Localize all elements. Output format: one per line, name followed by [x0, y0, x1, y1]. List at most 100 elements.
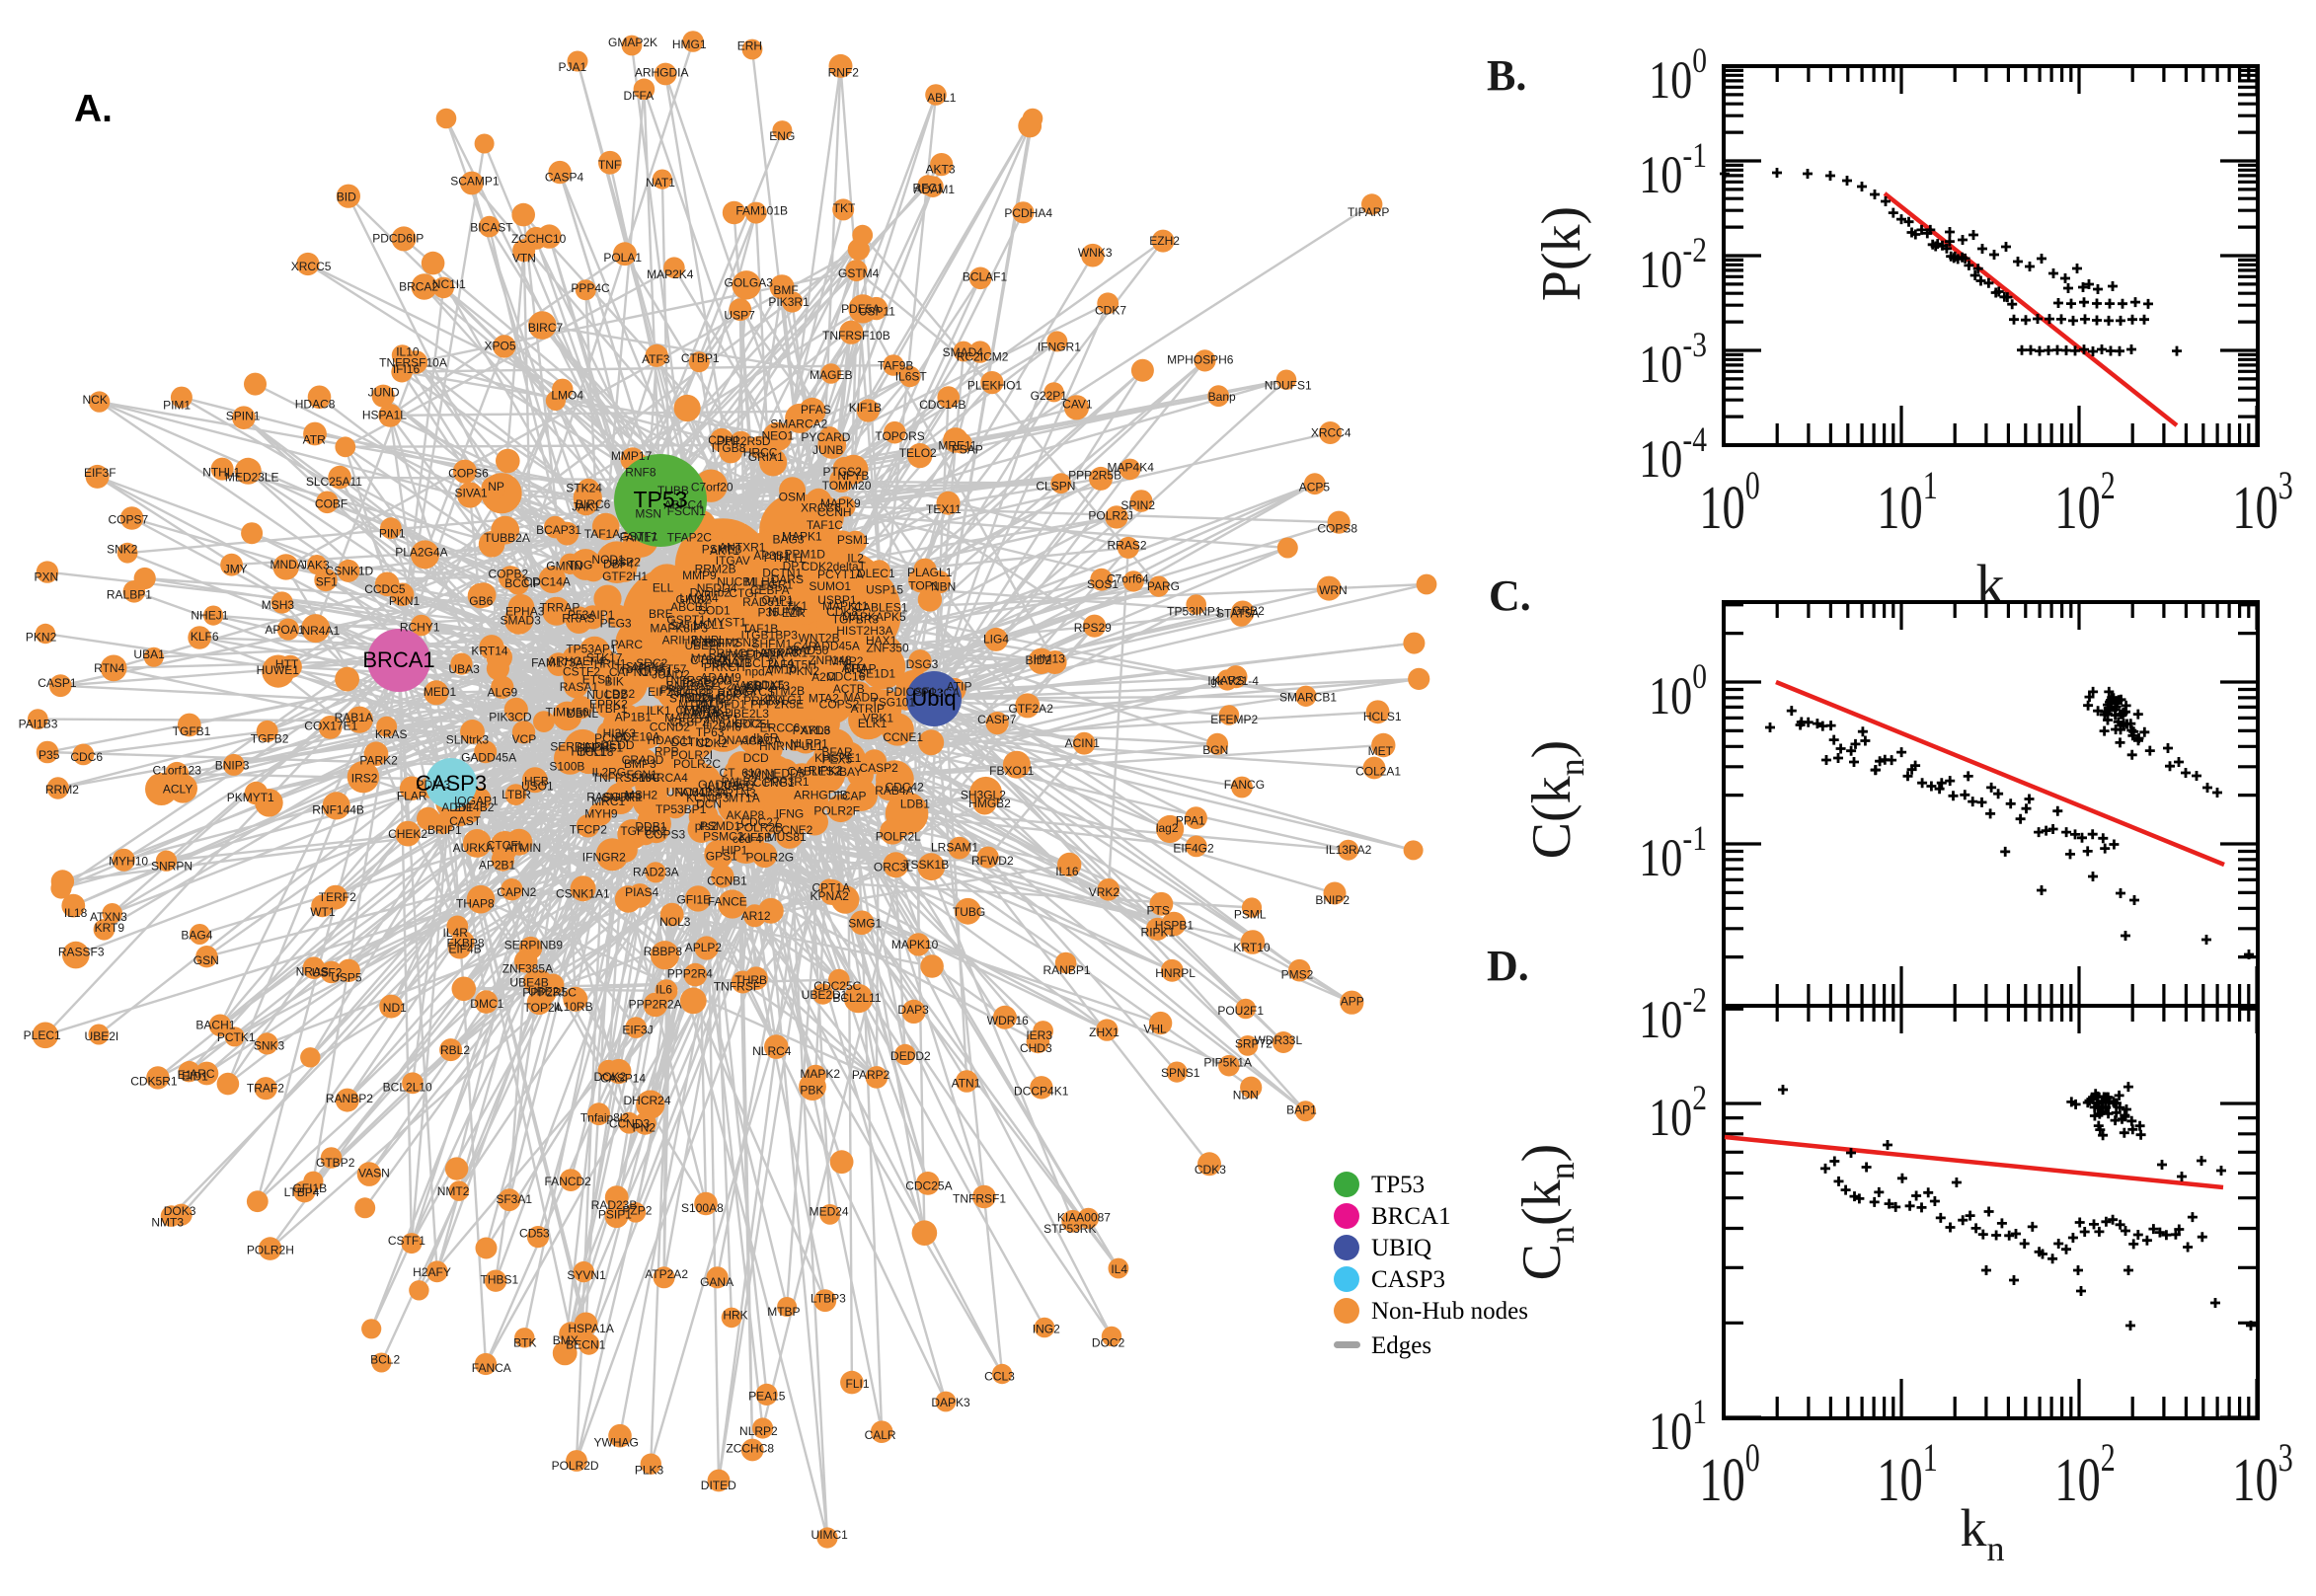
svg-text:k: k	[1976, 553, 2005, 617]
svg-text:OAP1: OAP1	[761, 593, 793, 607]
svg-text:HRCC: HRCC	[743, 445, 778, 459]
svg-text:TOP1: TOP1	[908, 579, 939, 593]
svg-text:SPIN1: SPIN1	[226, 409, 261, 422]
svg-text:DSG3: DSG3	[906, 657, 939, 671]
svg-text:MAPK11: MAPK11	[822, 599, 869, 613]
svg-text:RALBP1: RALBP1	[107, 588, 152, 602]
svg-text:ZCCHC10: ZCCHC10	[511, 232, 567, 246]
svg-text:PPP2R5D: PPP2R5D	[717, 434, 771, 448]
svg-text:PMS2: PMS2	[1281, 968, 1314, 982]
svg-text:CCNE1: CCNE1	[883, 730, 923, 744]
svg-text:SMARCB1: SMARCB1	[1279, 690, 1337, 704]
svg-text:POLR2J: POLR2J	[1088, 508, 1132, 522]
svg-text:KRAS: KRAS	[375, 727, 408, 741]
svg-text:PPP2R2A: PPP2R2A	[629, 997, 682, 1011]
svg-text:PKMYT1: PKMYT1	[227, 791, 274, 804]
svg-text:NOD1: NOD1	[591, 553, 625, 567]
svg-text:AP3B1: AP3B1	[753, 549, 791, 563]
svg-text:NCK: NCK	[83, 393, 108, 407]
svg-text:BTK: BTK	[513, 1336, 536, 1350]
svg-text:MAPKAPK5: MAPKAPK5	[842, 610, 906, 624]
svg-text:RAD23A: RAD23A	[633, 866, 679, 879]
svg-text:BMX: BMX	[553, 1333, 579, 1347]
svg-text:ARC: ARC	[190, 1067, 215, 1081]
svg-text:100: 100	[1649, 657, 1707, 725]
svg-text:MAPK8IP3: MAPK8IP3	[650, 621, 708, 635]
svg-text:LTBP1: LTBP1	[592, 702, 628, 716]
svg-text:DOK2: DOK2	[594, 1070, 627, 1084]
svg-text:E1: E1	[178, 1068, 193, 1082]
svg-text:MSH2: MSH2	[625, 788, 658, 801]
svg-text:NUCB2: NUCB2	[586, 688, 627, 702]
svg-text:TOPORS: TOPORS	[875, 429, 924, 443]
svg-text:IQGAP1: IQGAP1	[454, 795, 499, 808]
svg-text:RASA1: RASA1	[560, 680, 599, 694]
svg-text:CASP3: CASP3	[416, 771, 487, 796]
svg-text:HNRPL: HNRPL	[1155, 966, 1196, 980]
svg-text:SMAD4: SMAD4	[943, 345, 984, 359]
svg-text:P(k): P(k)	[1531, 206, 1592, 301]
svg-text:B.: B.	[1487, 51, 1526, 100]
svg-text:ARHGDIA: ARHGDIA	[635, 66, 689, 80]
svg-text:PDE5A: PDE5A	[841, 302, 880, 316]
svg-text:MAPK10: MAPK10	[891, 938, 939, 951]
svg-text:ADAM1: ADAM1	[914, 183, 956, 196]
svg-text:MAPK9: MAPK9	[820, 496, 861, 510]
svg-text:RRAS2: RRAS2	[1107, 538, 1146, 552]
svg-text:ND1: ND1	[383, 1001, 407, 1015]
svg-text:EPHA3: EPHA3	[505, 605, 545, 619]
svg-text:COPB2: COPB2	[488, 568, 528, 581]
svg-text:DBNL: DBNL	[567, 707, 598, 721]
svg-text:OSM: OSM	[779, 490, 806, 503]
svg-text:HRK: HRK	[723, 1309, 747, 1323]
svg-text:NRAS: NRAS	[296, 965, 329, 979]
svg-text:CCNH: CCNH	[817, 505, 852, 519]
svg-text:KRT10: KRT10	[1233, 941, 1270, 954]
svg-text:ZNF385A: ZNF385A	[502, 961, 553, 975]
svg-text:JAK3: JAK3	[301, 559, 330, 572]
svg-text:TFAP2C: TFAP2C	[667, 531, 713, 545]
svg-text:NMT2: NMT2	[437, 1184, 470, 1198]
svg-text:SAT1: SAT1	[669, 619, 698, 633]
svg-text:KRT2: KRT2	[732, 717, 762, 730]
svg-text:MAP2: MAP2	[664, 711, 697, 724]
svg-text:BCLAF1: BCLAF1	[963, 270, 1008, 284]
svg-text:ATXN3: ATXN3	[90, 910, 127, 924]
svg-text:TIPARP: TIPARP	[1348, 205, 1389, 219]
svg-text:FANCD2: FANCD2	[545, 1175, 592, 1188]
svg-text:PIK3CD: PIK3CD	[489, 711, 532, 724]
svg-text:D.: D.	[1487, 942, 1529, 990]
svg-text:PSML: PSML	[1234, 908, 1267, 922]
svg-text:BICAST: BICAST	[470, 221, 513, 235]
svg-text:TRRAP: TRRAP	[540, 600, 580, 614]
svg-text:PPP2R2B: PPP2R2B	[660, 683, 714, 697]
svg-text:npdA: npdA	[745, 664, 773, 678]
svg-text:GMNN: GMNN	[546, 560, 582, 573]
svg-text:AVEN: AVEN	[730, 681, 761, 695]
svg-text:VRK2: VRK2	[1089, 885, 1120, 899]
svg-text:BNIP2: BNIP2	[705, 636, 739, 649]
svg-text:ADD45A: ADD45A	[813, 639, 860, 652]
svg-text:ING2: ING2	[1033, 1323, 1060, 1336]
svg-text:MAPK2: MAPK2	[800, 1067, 840, 1081]
svg-text:GTBP2: GTBP2	[316, 1156, 355, 1170]
svg-text:USF2: USF2	[312, 965, 343, 979]
svg-text:TUBB2A: TUBB2A	[484, 531, 530, 545]
svg-text:GADD45A: GADD45A	[461, 750, 516, 764]
svg-text:BID: BID	[337, 190, 356, 203]
svg-text:TUBG: TUBG	[953, 905, 985, 919]
svg-text:NLRP2: NLRP2	[739, 1424, 778, 1438]
svg-text:HIST2H3A: HIST2H3A	[836, 624, 892, 638]
svg-text:GFI1E: GFI1E	[676, 892, 711, 906]
svg-text:BRIP1: BRIP1	[427, 823, 462, 837]
svg-text:P8AP2: P8AP2	[682, 676, 720, 690]
svg-text:KHSPE1: KHSPE1	[814, 751, 862, 765]
svg-text:PEA15: PEA15	[748, 1390, 786, 1404]
svg-text:ARHGDIB: ARHGDIB	[794, 788, 848, 801]
svg-text:IFT57: IFT57	[656, 662, 687, 676]
svg-text:ERCC6: ERCC6	[760, 722, 801, 735]
svg-text:ATX5: ATX5	[719, 648, 747, 662]
svg-text:TUBB: TUBB	[657, 484, 689, 497]
svg-text:SNURF: SNURF	[601, 791, 642, 804]
svg-text:POLR2F: POLR2F	[813, 804, 860, 818]
